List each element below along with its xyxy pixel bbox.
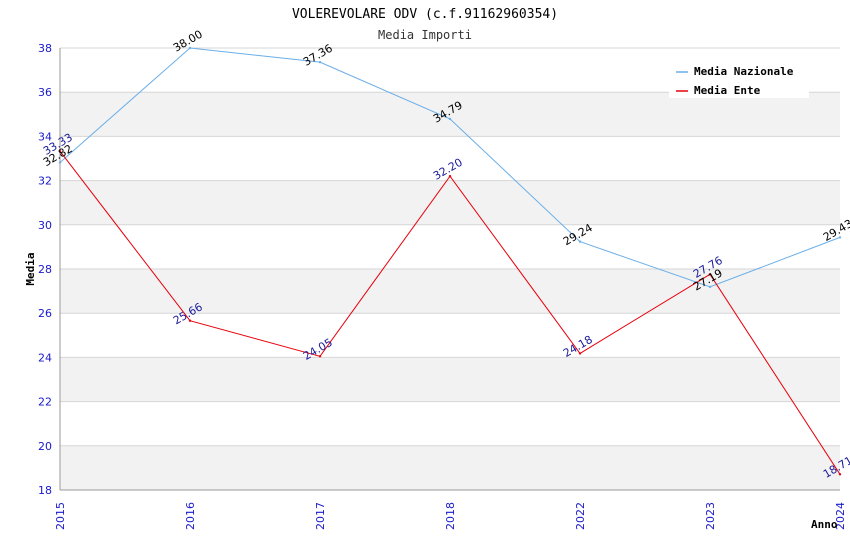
y-tick-label: 36: [38, 86, 52, 99]
data-point: [448, 174, 452, 178]
background-band: [60, 357, 840, 402]
background-band: [60, 269, 840, 314]
y-tick-label: 26: [38, 307, 52, 320]
data-point: [58, 150, 62, 153]
y-tick-labels: 18 20 22 24 26 28 30 32 34 36 38: [38, 42, 52, 497]
legend-label-media-ente: Media Ente: [694, 84, 761, 97]
y-tick-label: 18: [38, 484, 52, 497]
x-tick-label: 2024: [834, 502, 847, 530]
chart-title: VOLEREVOLARE ODV (c.f.91162960354): [292, 7, 558, 22]
data-point: [578, 240, 582, 243]
y-tick-label: 32: [38, 175, 52, 188]
data-point: [708, 285, 712, 289]
x-tick-label: 2023: [704, 502, 717, 530]
data-point: [708, 273, 712, 276]
y-tick-label: 38: [38, 42, 52, 55]
background-band: [60, 180, 840, 225]
x-tick-label: 2017: [314, 502, 327, 530]
background-band: [60, 92, 840, 137]
data-point: [318, 355, 322, 358]
y-tick-label: 24: [38, 351, 52, 364]
data-point: [188, 46, 192, 50]
y-tick-label: 20: [38, 440, 52, 453]
y-tick-label: 30: [38, 219, 52, 232]
legend-label-media-nazionale: Media Nazionale: [694, 65, 794, 78]
background-band: [60, 445, 840, 490]
x-tick-labels: 2015 2016 2017 2018 2022 2023 2024: [54, 502, 847, 530]
x-axis-label: Anno: [811, 518, 838, 531]
data-label: 37.36: [301, 42, 335, 69]
x-tick-label: 2018: [444, 502, 457, 530]
y-axis-label: Media: [24, 252, 37, 285]
legend: Media Nazionale Media Ente: [669, 60, 809, 98]
y-tick-label: 28: [38, 263, 52, 276]
data-point: [318, 60, 322, 64]
data-point: [838, 473, 842, 476]
data-point: [58, 161, 62, 164]
data-label: 24.18: [561, 333, 595, 360]
x-tick-label: 2015: [54, 502, 67, 530]
legend-box: [669, 60, 809, 98]
data-point: [838, 236, 842, 239]
y-tick-label: 22: [38, 396, 52, 409]
data-label: 38.00: [171, 28, 205, 55]
grid-lines: [60, 47, 840, 491]
x-tick-label: 2022: [574, 502, 587, 530]
y-tick-label: 34: [38, 130, 52, 143]
series-lines: [58, 46, 842, 476]
data-point: [188, 319, 192, 322]
chart-subtitle: Media Importi: [378, 28, 472, 42]
data-point: [578, 352, 582, 355]
plot-background-bands: [60, 92, 840, 490]
x-tick-label: 2016: [184, 502, 197, 530]
data-point: [448, 117, 452, 121]
